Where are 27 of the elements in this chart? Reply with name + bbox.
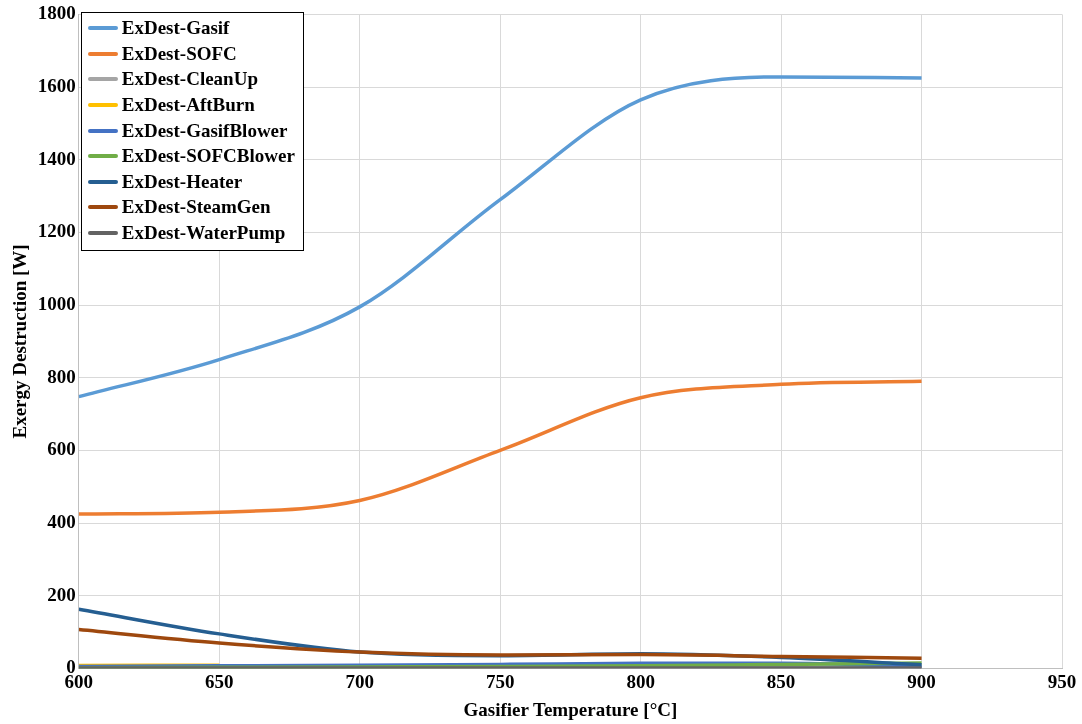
legend-label: ExDest-SteamGen [121,196,271,219]
x-axis-title: Gasifier Temperature [°C] [463,698,678,720]
legend-label: ExDest-Gasif [121,17,230,40]
x-tick-label: 850 [766,670,796,692]
y-tick-label: 200 [47,583,76,605]
legend-label: ExDest-WaterPump [121,221,286,244]
y-tick-label: 600 [47,438,76,460]
y-tick-label: 1800 [37,2,76,24]
x-tick-label: 900 [907,670,936,692]
y-tick-label: 1600 [37,74,76,96]
y-tick-label: 400 [47,510,76,532]
legend-label: ExDest-SOFCBlower [121,145,295,168]
legend-label: ExDest-Heater [121,170,243,193]
y-tick-label: 800 [47,365,76,387]
x-tick-label: 950 [1047,670,1077,692]
x-tick-label: 750 [485,670,515,692]
y-tick-label: 1200 [37,220,76,242]
x-tick-label: 700 [345,670,374,692]
legend-label: ExDest-CleanUp [121,68,258,91]
y-axis-title: Exergy Destruction [W] [9,244,31,439]
x-tick-label: 650 [205,670,234,692]
legend-label: ExDest-GasifBlower [121,119,288,142]
legend-label: ExDest-SOFC [121,42,237,65]
y-tick-label: 1000 [37,292,76,314]
y-tick-label: 1400 [37,147,76,169]
legend-label: ExDest-AftBurn [121,93,255,116]
x-tick-label: 800 [626,670,655,692]
